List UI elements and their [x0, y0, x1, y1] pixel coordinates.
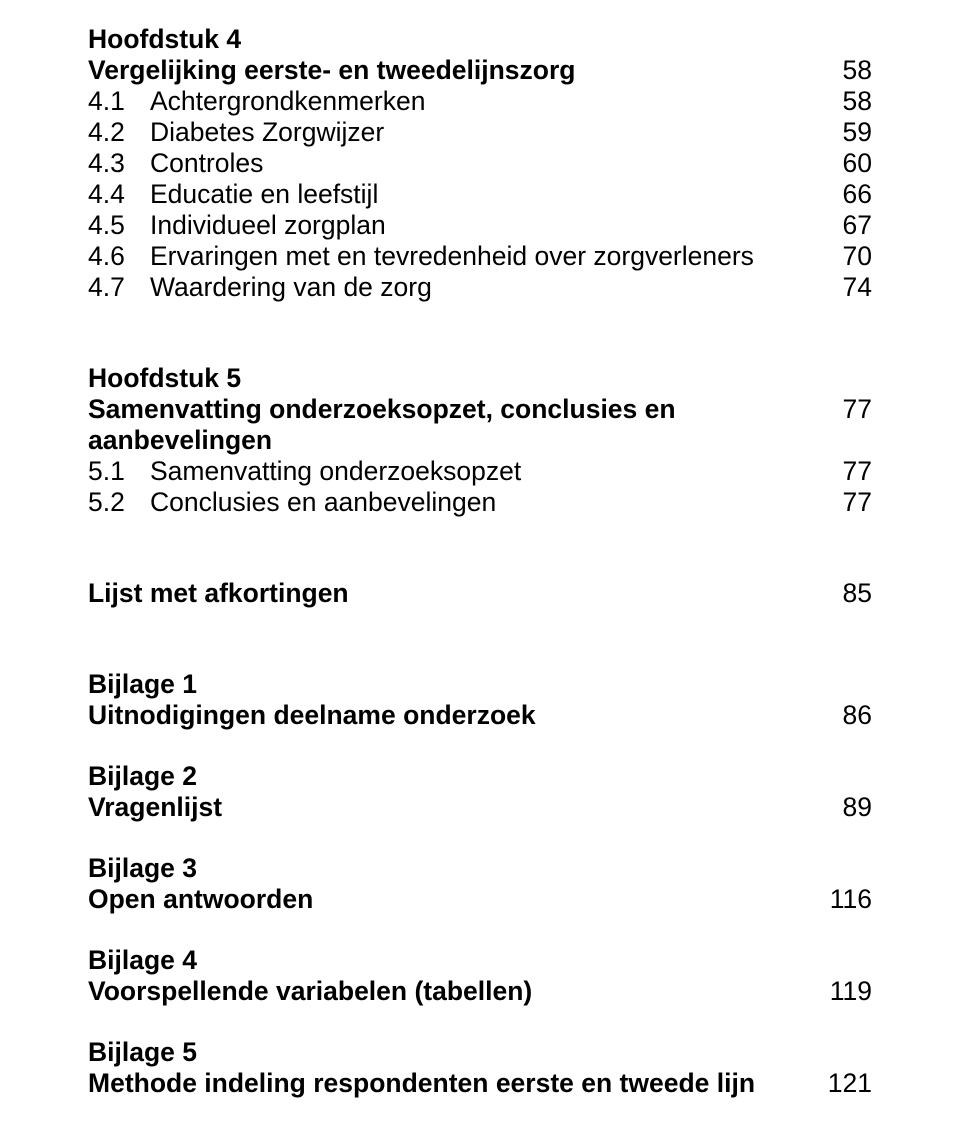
appendix-5-title: Methode indeling respondenten eerste en …	[88, 1068, 755, 1099]
toc-row: 4.3 Controles 60	[88, 148, 872, 179]
toc-row: 4.5 Individueel zorgplan 67	[88, 210, 872, 241]
toc-label: Ervaringen met en tevredenheid over zorg…	[150, 241, 822, 272]
chapter-5-heading: Hoofdstuk 5	[88, 363, 872, 394]
toc-row: 4.7 Waardering van de zorg 74	[88, 272, 872, 303]
toc-label: Achtergrondkenmerken	[150, 86, 822, 117]
appendix-3-heading: Bijlage 3	[88, 853, 872, 884]
appendix-3-title: Open antwoorden	[88, 884, 313, 915]
toc-page: 60	[822, 148, 872, 179]
appendix-4-title: Voorspellende variabelen (tabellen)	[88, 976, 532, 1007]
toc-num: 4.1	[88, 86, 150, 117]
appendix-5-page: 121	[822, 1068, 872, 1099]
appendix-4-page: 119	[822, 976, 872, 1007]
toc-row: 4.4 Educatie en leefstijl 66	[88, 179, 872, 210]
spacer	[88, 303, 872, 363]
toc-page: 58	[822, 86, 872, 117]
toc-num: 4.5	[88, 210, 150, 241]
toc-page: 77	[822, 456, 872, 487]
toc-label: Educatie en leefstijl	[150, 179, 822, 210]
toc-label: Controles	[150, 148, 822, 179]
toc-num: 4.3	[88, 148, 150, 179]
spacer	[88, 823, 872, 853]
appendix-1-heading: Bijlage 1	[88, 669, 872, 700]
abbreviations-title: Lijst met afkortingen	[88, 578, 349, 609]
chapter-4-page: 58	[822, 55, 872, 86]
toc-num: 4.4	[88, 179, 150, 210]
toc-label: Individueel zorgplan	[150, 210, 822, 241]
toc-page: 70	[822, 241, 872, 272]
appendix-5-heading: Bijlage 5	[88, 1037, 872, 1068]
appendix-2-title: Vragenlijst	[88, 792, 222, 823]
toc-label: Conclusies en aanbevelingen	[150, 487, 822, 518]
chapter-5-title: Samenvatting onderzoeksopzet, conclusies…	[88, 394, 822, 456]
appendix-1-title: Uitnodigingen deelname onderzoek	[88, 700, 536, 731]
toc-page: 66	[822, 179, 872, 210]
toc-page: 74	[822, 272, 872, 303]
toc-row: 4.6 Ervaringen met en tevredenheid over …	[88, 241, 872, 272]
toc-row: 4.2 Diabetes Zorgwijzer 59	[88, 117, 872, 148]
toc-num: 4.7	[88, 272, 150, 303]
appendix-3-page: 116	[822, 884, 872, 915]
toc-num: 4.2	[88, 117, 150, 148]
appendix-2-page: 89	[822, 792, 872, 823]
spacer	[88, 609, 872, 669]
toc-row: 5.1 Samenvatting onderzoeksopzet 77	[88, 456, 872, 487]
chapter-4-heading: Hoofdstuk 4	[88, 24, 872, 55]
toc-page: 59	[822, 117, 872, 148]
toc-page: 67	[822, 210, 872, 241]
toc-row: 4.1 Achtergrondkenmerken 58	[88, 86, 872, 117]
spacer	[88, 915, 872, 945]
toc-page: 77	[822, 487, 872, 518]
toc-label: Waardering van de zorg	[150, 272, 822, 303]
chapter-4-title: Vergelijking eerste- en tweedelijnszorg	[88, 55, 575, 86]
abbreviations-page: 85	[822, 578, 872, 609]
appendix-1-page: 86	[822, 700, 872, 731]
toc-label: Samenvatting onderzoeksopzet	[150, 456, 822, 487]
spacer	[88, 518, 872, 578]
toc-num: 4.6	[88, 241, 150, 272]
toc-label: Diabetes Zorgwijzer	[150, 117, 822, 148]
spacer	[88, 1007, 872, 1037]
spacer	[88, 731, 872, 761]
toc-num: 5.1	[88, 456, 150, 487]
appendix-4-heading: Bijlage 4	[88, 945, 872, 976]
toc-num: 5.2	[88, 487, 150, 518]
appendix-2-heading: Bijlage 2	[88, 761, 872, 792]
toc-row: 5.2 Conclusies en aanbevelingen 77	[88, 487, 872, 518]
chapter-5-page: 77	[822, 394, 872, 425]
